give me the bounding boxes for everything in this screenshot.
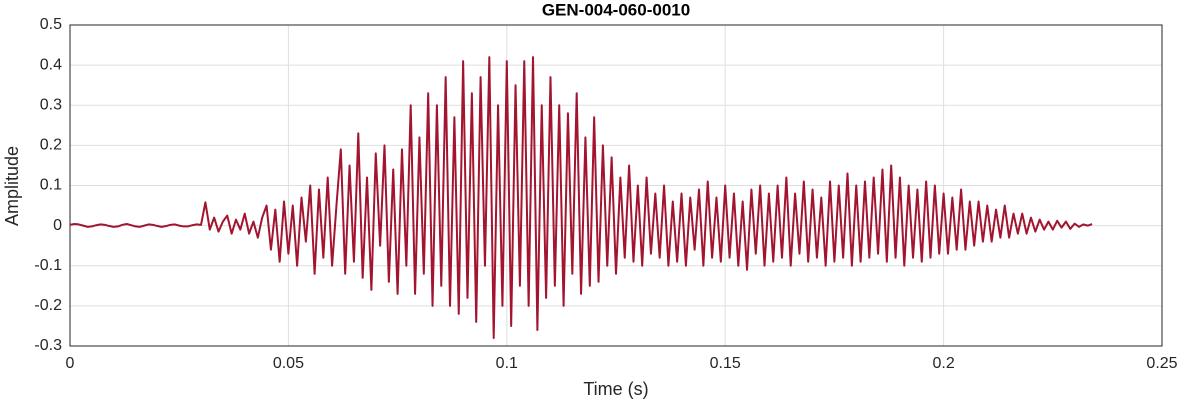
x-tick-label: 0.1	[496, 355, 518, 372]
y-tick-label: 0	[53, 217, 62, 234]
y-tick-label: 0.1	[40, 177, 62, 194]
x-tick-label: 0.25	[1146, 355, 1177, 372]
y-tick-label: -0.2	[34, 297, 62, 314]
y-tick-label: -0.1	[34, 257, 62, 274]
y-tick-label: -0.3	[34, 337, 62, 354]
x-axis-label: Time (s)	[583, 379, 648, 399]
x-tick-label: 0	[66, 355, 75, 372]
y-tick-label: 0.5	[40, 16, 62, 33]
y-tick-label: 0.2	[40, 137, 62, 154]
y-tick-label: 0.4	[40, 56, 62, 73]
chart-title: GEN-004-060-0010	[542, 0, 690, 19]
x-tick-label: 0.15	[710, 355, 741, 372]
plot-frame	[69, 24, 1163, 347]
waveform-line	[69, 56, 1093, 339]
x-tick-label: 0.05	[273, 355, 304, 372]
y-tick-label: 0.3	[40, 96, 62, 113]
y-axis-label: Amplitude	[2, 146, 22, 226]
x-tick-label: 0.2	[932, 355, 954, 372]
